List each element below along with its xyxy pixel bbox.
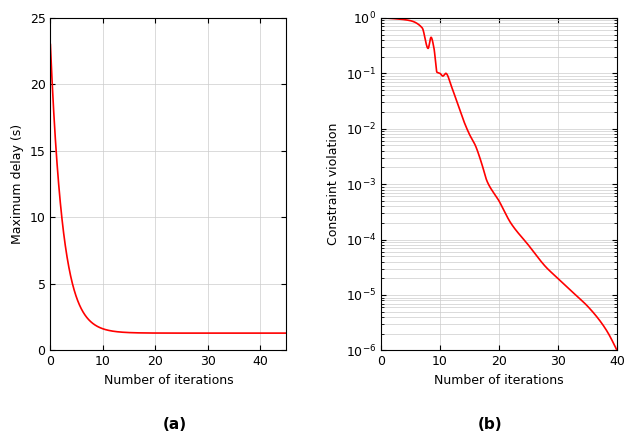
Y-axis label: Constraint violation: Constraint violation	[327, 123, 340, 245]
X-axis label: Number of iterations: Number of iterations	[104, 374, 233, 387]
X-axis label: Number of iterations: Number of iterations	[434, 374, 563, 387]
Y-axis label: Maximum delay (s): Maximum delay (s)	[11, 124, 24, 244]
Text: (b): (b)	[478, 417, 502, 432]
Text: (a): (a)	[163, 417, 187, 432]
